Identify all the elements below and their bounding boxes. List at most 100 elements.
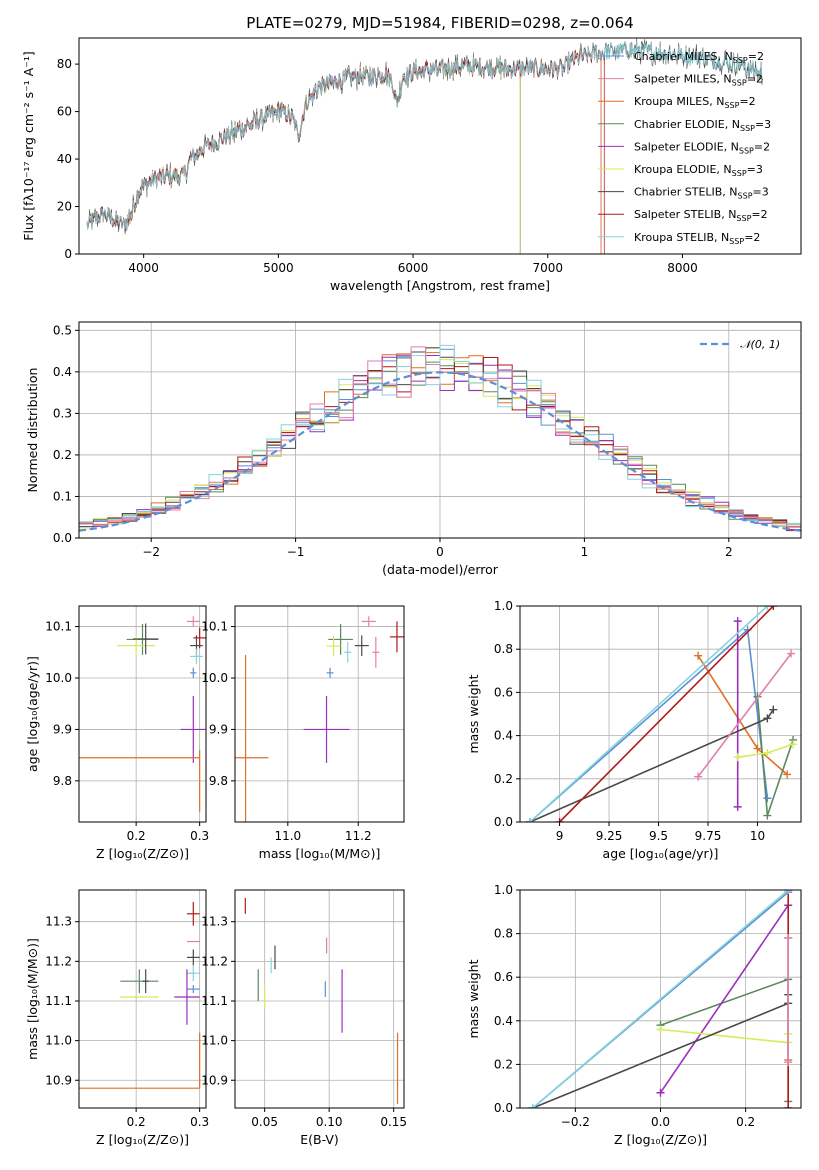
weight-point-marker (763, 606, 772, 610)
legend-value: =2 (754, 140, 770, 153)
model-spectrum-line (86, 40, 763, 231)
legend-value: =3 (753, 186, 769, 199)
y-tick-label: 9.9 (53, 722, 72, 736)
y-tick-label: 10.9 (45, 1073, 72, 1087)
legend-subscript: SSP (732, 79, 747, 88)
legend-label: Kroupa STELIB, NSSP=2 (634, 231, 760, 246)
x-tick-label: 8000 (667, 261, 698, 275)
x-tick-label: −1 (287, 545, 305, 559)
axes-frame (78, 889, 207, 1109)
panel-weight_vs_age: 9 9.25 9.5 9.75 10 0.0 0.2 0.4 0.6 0.8 1.0 age [log… (466, 599, 802, 861)
y-axis-label: mass [log₁₀(M/M⊙)] (25, 938, 40, 1060)
x-tick-label: 0.3 (190, 1115, 209, 1129)
x-tick-label: 0.2 (127, 829, 146, 843)
y-tick-label: 0.5 (53, 323, 72, 337)
weight-point-marker (784, 1104, 793, 1108)
legend-label: Chabrier STELIB, NSSP=3 (634, 186, 769, 201)
plot-area (79, 616, 206, 812)
x-tick-label: 2 (725, 545, 733, 559)
x-tick-label: 9.75 (695, 829, 722, 843)
legend-label: Kroupa ELODIE, NSSP=3 (634, 163, 763, 178)
y-tick-label: 0.4 (53, 365, 72, 379)
y-axis-label: Flux [fλ10⁻¹⁷ erg cm⁻² s⁻¹ A⁻¹] (21, 51, 36, 240)
x-tick-label: 0.0 (651, 1115, 670, 1129)
plot-area (528, 890, 793, 1108)
legend-label: Salpeter MILES, NSSP=2 (634, 73, 763, 88)
x-tick-label: −0.2 (561, 1115, 590, 1129)
panel-age_vs_Z: 0.2 0.3 9.8 9.9 10.0 10.1 Z [log₁₀(Z/Z⊙)] age [… (25, 605, 209, 861)
weight-point-marker (733, 617, 742, 626)
plot-area (86, 38, 763, 254)
y-tick-label: 0.6 (494, 685, 513, 699)
panel-age_vs_mass: 11.0 11.2 9.8 9.9 10.0 10.1 mass [log₁₀(M/M⊙)] (201, 605, 405, 861)
y-tick-label: 0 (64, 247, 72, 261)
weight-point-marker (784, 890, 793, 894)
weight-point-marker (528, 1104, 537, 1108)
x-tick-label: −2 (142, 545, 160, 559)
y-tick-label: 0.4 (494, 1014, 513, 1028)
x-tick-label: 9.5 (649, 829, 668, 843)
y-tick-label: 0.0 (494, 815, 513, 829)
legend-subscript: SSP (738, 192, 753, 201)
x-axis-label: (data-model)/error (382, 562, 499, 577)
y-tick-label: 10.0 (45, 671, 72, 685)
y-tick-label: 0.8 (494, 642, 513, 656)
x-tick-label: 1 (581, 545, 589, 559)
legend-label: Salpeter ELODIE, NSSP=2 (634, 140, 770, 155)
weight-point-marker (763, 748, 772, 757)
residual-histogram (79, 346, 801, 527)
weight-point-marker (694, 772, 703, 781)
weight-point-marker (784, 933, 793, 942)
weight-point-marker (656, 1025, 665, 1034)
y-tick-label: 9.8 (209, 774, 228, 788)
weight-series-line (529, 606, 768, 822)
weight-point-marker (753, 744, 762, 753)
weight-point-marker (763, 811, 772, 820)
y-tick-label: 1.0 (494, 599, 513, 613)
plots-layer: 4000 5000 6000 7000 8000020406080wavelength … (21, 37, 802, 1147)
panel-mass_vs_Z: 0.2 0.3 10.9 11.0 11.1 11.2 11.3 Z [log₁₀(Z/Z⊙)… (25, 889, 209, 1147)
spectrum-legend: Chabrier MILES, NSSP=2 Salpeter MILES, NS… (598, 50, 771, 246)
weight-point-marker (787, 649, 796, 658)
weight-point-marker (769, 606, 778, 610)
x-axis-label: age [log₁₀(age/yr)] (603, 846, 719, 861)
legend-subscript: SSP (736, 214, 751, 223)
x-tick-label: 11.0 (274, 829, 301, 843)
axes-frame (519, 605, 802, 823)
legend-subscript: SSP (732, 169, 747, 178)
y-tick-label: 0.1 (53, 489, 72, 503)
y-axis-label: age [log₁₀(age/yr)] (25, 656, 40, 772)
x-tick-label: 0.3 (190, 829, 209, 843)
x-tick-label: 11.2 (345, 829, 372, 843)
y-tick-label: 0.0 (53, 531, 72, 545)
x-axis-label: Z [log₁₀(Z/Z⊙)] (96, 846, 189, 861)
legend-subscript: SSP (724, 101, 739, 110)
y-tick-label: 10.0 (201, 671, 228, 685)
weight-series-line (756, 696, 794, 816)
weight-series-line (659, 904, 789, 1094)
weight-point-marker (784, 1058, 793, 1067)
legend-subscript: SSP (740, 124, 755, 133)
x-tick-label: 9.25 (596, 829, 623, 843)
y-tick-label: 11.1 (201, 994, 228, 1008)
model-spectrum-line (86, 58, 521, 254)
x-tick-label: 0.2 (736, 1115, 755, 1129)
legend-label: 𝒩(0, 1) (740, 338, 780, 351)
y-tick-label: 10.1 (201, 620, 228, 634)
model-spectrum-line (86, 56, 521, 254)
y-tick-label: 60 (57, 105, 72, 119)
panel-mass_vs_EBV: 0.05 0.10 0.15 10.9 11.0 11.1 11.2 11.3 E(B-V) (201, 889, 407, 1147)
y-tick-label: 10.9 (201, 1073, 228, 1087)
weight-series-line (529, 628, 769, 822)
plot-area (244, 897, 399, 1105)
axes-frame (78, 605, 207, 823)
plot-area (525, 606, 798, 822)
weight-point-marker (733, 753, 742, 762)
y-tick-label: 0.2 (494, 772, 513, 786)
legend-label: Salpeter STELIB, NSSP=2 (634, 208, 768, 223)
legend-subscript: SSP (733, 56, 748, 65)
weight-point-marker (763, 794, 772, 803)
x-tick-label: 0.2 (127, 1115, 146, 1129)
model-spectrum-line (86, 57, 521, 254)
